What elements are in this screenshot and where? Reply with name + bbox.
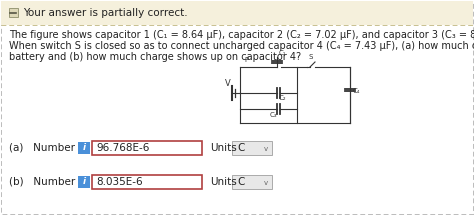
Text: Your answer is partially correct.: Your answer is partially correct.: [23, 8, 188, 17]
FancyBboxPatch shape: [232, 141, 272, 155]
Text: Units: Units: [210, 177, 237, 187]
Text: battery and (b) how much charge shows up on capacitor 4?: battery and (b) how much charge shows up…: [9, 52, 301, 62]
FancyBboxPatch shape: [9, 8, 18, 17]
Text: Units: Units: [210, 143, 237, 153]
Text: S: S: [309, 54, 313, 60]
Text: When switch S is closed so as to connect uncharged capacitor 4 (C₄ = 7.43 μF), (: When switch S is closed so as to connect…: [9, 41, 474, 51]
Text: C: C: [237, 143, 245, 153]
Text: The figure shows capacitor 1 (C₁ = 8.64 μF), capacitor 2 (C₂ = 7.02 μF), and cap: The figure shows capacitor 1 (C₁ = 8.64 …: [9, 30, 474, 40]
FancyBboxPatch shape: [78, 176, 90, 188]
FancyBboxPatch shape: [92, 141, 202, 155]
Text: i: i: [82, 178, 86, 186]
Text: P: P: [244, 57, 248, 63]
Text: C₃: C₃: [270, 112, 277, 118]
Text: C₄: C₄: [353, 88, 361, 94]
Text: 8.035E-6: 8.035E-6: [96, 177, 143, 187]
Text: (b)   Number: (b) Number: [9, 177, 75, 187]
Text: C: C: [237, 177, 245, 187]
Text: V: V: [225, 78, 231, 88]
Text: (a)   Number: (a) Number: [9, 143, 75, 153]
Text: 96.768E-6: 96.768E-6: [96, 143, 149, 153]
FancyBboxPatch shape: [78, 142, 90, 154]
FancyBboxPatch shape: [1, 1, 473, 25]
Text: C₂: C₂: [279, 95, 287, 101]
Text: v: v: [264, 146, 268, 152]
Text: i: i: [82, 143, 86, 152]
FancyBboxPatch shape: [232, 175, 272, 189]
Text: v: v: [264, 180, 268, 186]
FancyBboxPatch shape: [92, 175, 202, 189]
Text: C₁: C₁: [279, 50, 286, 56]
